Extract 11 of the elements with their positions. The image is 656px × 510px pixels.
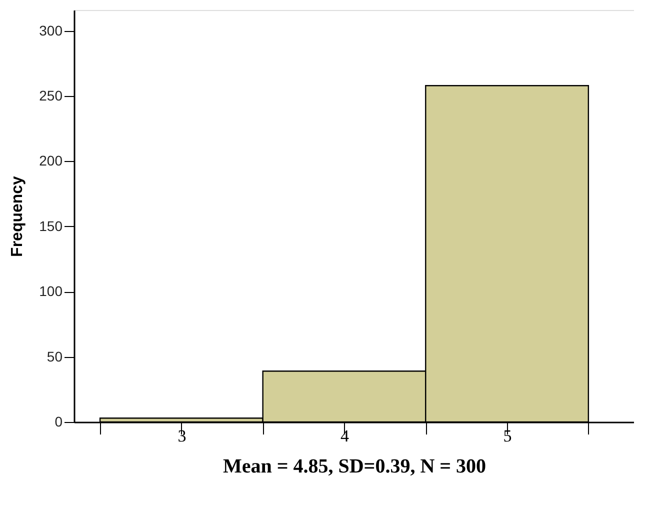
- y-tick-label: 150: [39, 218, 63, 234]
- x-axis-title: Mean = 4.85, SD=0.39, N = 300: [222, 456, 486, 478]
- y-tick-label: 250: [39, 88, 63, 104]
- y-tick-label: 200: [39, 152, 63, 169]
- y-tick-label: 50: [46, 348, 63, 364]
- x-tick-label: 3: [178, 426, 186, 446]
- y-tick-label: 300: [39, 22, 63, 38]
- y-axis-title: Frequency: [9, 176, 26, 257]
- y-tick-label: 100: [39, 283, 63, 300]
- x-tick-label: 5: [503, 426, 512, 446]
- y-tick-label: 0: [54, 414, 63, 430]
